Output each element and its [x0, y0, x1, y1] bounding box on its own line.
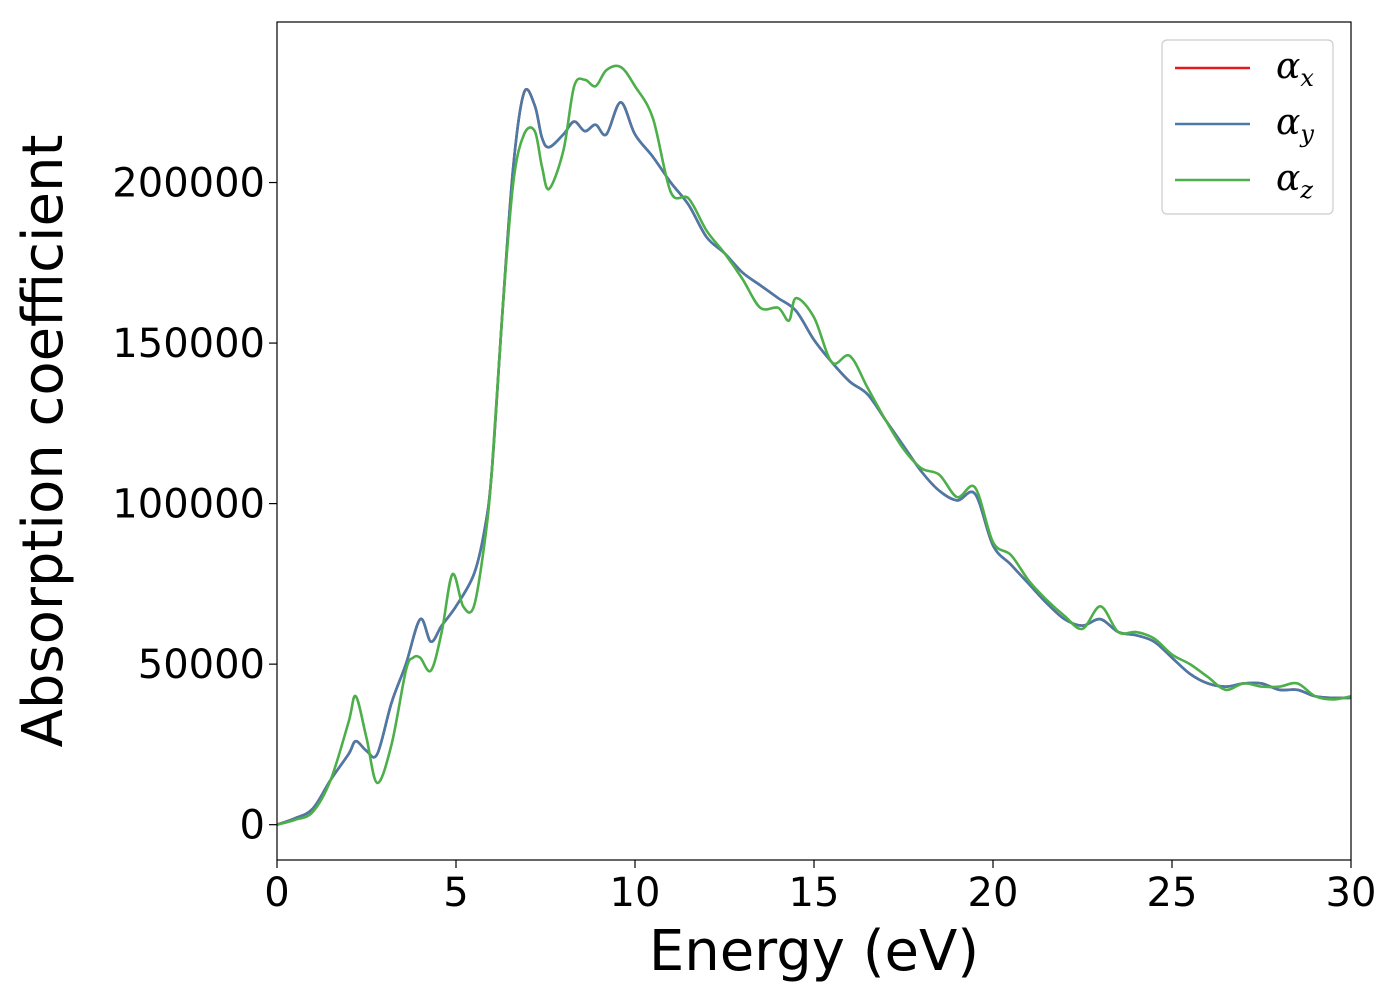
x-tick-label: 10 [610, 870, 661, 916]
x-axis-title: Energy (eV) [649, 919, 979, 984]
x-tick-label: 25 [1147, 870, 1198, 916]
y-axis-title: Absorption coefficient [11, 135, 76, 748]
legend-label-z: αz [1276, 158, 1313, 204]
y-tick-label: 50000 [138, 642, 265, 688]
legend-label-x: αx [1276, 46, 1314, 92]
x-tick-label: 20 [968, 870, 1019, 916]
x-tick-label: 5 [443, 870, 468, 916]
y-tick-label: 100000 [112, 482, 265, 528]
legend: αx αy αz [1161, 39, 1334, 215]
x-tick-label: 30 [1326, 870, 1377, 916]
x-tick-label: 15 [789, 870, 840, 916]
legend-label-y: αy [1276, 102, 1314, 148]
series-layer [276, 64, 1352, 826]
x-tick-label: 0 [264, 870, 289, 916]
legend-box [1161, 39, 1334, 215]
y-tick-label: 150000 [112, 321, 265, 367]
y-tick-label: 200000 [112, 161, 265, 207]
series-line-z [276, 64, 1352, 826]
x-axis: 0 5 10 15 20 25 30 [264, 860, 1376, 916]
y-axis: 0 50000 100000 150000 200000 [112, 161, 277, 849]
y-tick-label: 0 [240, 803, 265, 849]
